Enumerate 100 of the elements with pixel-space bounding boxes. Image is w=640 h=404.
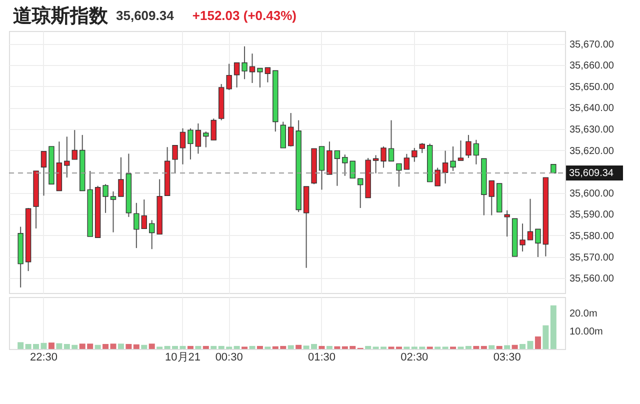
candlestick: [396, 163, 402, 188]
bar: [488, 345, 495, 349]
bar: [504, 345, 510, 349]
candlestick: [180, 128, 186, 165]
bar: [202, 346, 209, 349]
bar: [148, 344, 155, 349]
candlestick: [527, 198, 534, 240]
bar: [126, 344, 132, 349]
candlestick: [234, 62, 240, 88]
candlestick: [110, 190, 116, 233]
bar: [210, 346, 217, 349]
candlestick: [434, 167, 440, 186]
bar: [520, 344, 526, 349]
candlestick: [210, 118, 216, 141]
candlestick: [141, 198, 147, 230]
candlestick: [520, 223, 526, 252]
y-tick-label: 35,560.00: [570, 274, 614, 285]
candlestick: [72, 130, 78, 160]
bar: [496, 346, 502, 349]
bar: [234, 346, 240, 349]
bar: [180, 346, 186, 349]
candlestick: [450, 146, 456, 172]
candlestick: [226, 63, 232, 91]
candlestick: [172, 144, 178, 174]
bar: [542, 325, 549, 349]
candlestick: [535, 228, 541, 258]
bar: [480, 346, 487, 349]
candlestick: [326, 141, 332, 175]
candlestick: [118, 156, 124, 198]
x-tick-label: 02:30: [400, 352, 428, 364]
bar: [56, 343, 62, 349]
text: +152.03 (+0.43%): [192, 8, 296, 23]
bar: [527, 340, 534, 349]
candlestick: [195, 122, 202, 154]
bar: [256, 346, 263, 349]
bar: [326, 346, 332, 349]
bar: [40, 342, 47, 349]
bar: [118, 344, 124, 349]
candlestick: [466, 134, 472, 158]
ref-line-label: 35,609.34: [569, 168, 614, 179]
bar: [195, 346, 202, 349]
candlestick: [458, 140, 464, 162]
bar: [288, 345, 294, 349]
y-tick-label: 20.0m: [570, 308, 598, 320]
x-tick-label: 01:30: [308, 352, 336, 364]
candlestick: [288, 112, 294, 147]
y-tick-label: 35,670.00: [570, 39, 614, 50]
y-tick-label: 35,640.00: [570, 103, 614, 114]
y-tick-label: 35,570.00: [570, 252, 614, 264]
candlestick: [149, 220, 155, 250]
bar: [296, 344, 302, 349]
candlestick: [334, 150, 340, 186]
candlestick: [64, 136, 70, 178]
x-tick-label: 03:30: [493, 352, 521, 364]
x-tick-label: 00:30: [215, 352, 243, 364]
chart-subtitle: 35,609.34: [116, 8, 175, 23]
candlestick: [280, 121, 286, 148]
candlestick: [442, 150, 448, 184]
bar: [133, 344, 140, 349]
candlestick: [257, 68, 263, 88]
candlestick: [134, 202, 140, 249]
candlestick: [358, 178, 364, 209]
candlestick: [249, 53, 256, 84]
bar: [102, 344, 109, 349]
x-tick-label: 22:30: [30, 352, 58, 364]
bar: [534, 336, 541, 349]
candlestick: [473, 139, 480, 165]
bar: [18, 342, 24, 349]
candlestick: [412, 147, 418, 162]
y-tick-label: 35,630.00: [570, 124, 614, 136]
candlestick: [203, 131, 209, 148]
candlestick: [419, 142, 425, 154]
candlestick: [342, 154, 348, 176]
y-tick-label: 35,620.00: [570, 146, 614, 157]
y-tick-label: 35,600.00: [570, 188, 614, 200]
candlestick: [380, 146, 386, 168]
y-tick-label: 35,660.00: [570, 60, 614, 72]
chart-title: 道琼斯指数: [13, 5, 109, 27]
bar: [334, 346, 340, 349]
candlestick: [318, 146, 325, 190]
candlestick: [40, 150, 47, 196]
candlestick: [404, 153, 410, 170]
bar: [318, 346, 325, 349]
y-tick-label: 35,650.00: [570, 82, 614, 93]
bar: [365, 346, 372, 349]
candlestick: [350, 160, 356, 179]
candlestick: [188, 128, 194, 160]
candlestick: [372, 154, 379, 174]
bar: [141, 344, 148, 349]
candlestick: [264, 67, 271, 83]
candlestick: [388, 120, 394, 162]
bar: [110, 344, 116, 349]
candlestick: [242, 46, 248, 80]
candlestick: [102, 184, 108, 214]
bar: [48, 342, 54, 349]
y-tick-label: 35,580.00: [570, 230, 614, 242]
bar: [94, 344, 101, 349]
bar: [512, 344, 518, 349]
candlestick: [488, 180, 494, 216]
bar: [187, 346, 194, 349]
